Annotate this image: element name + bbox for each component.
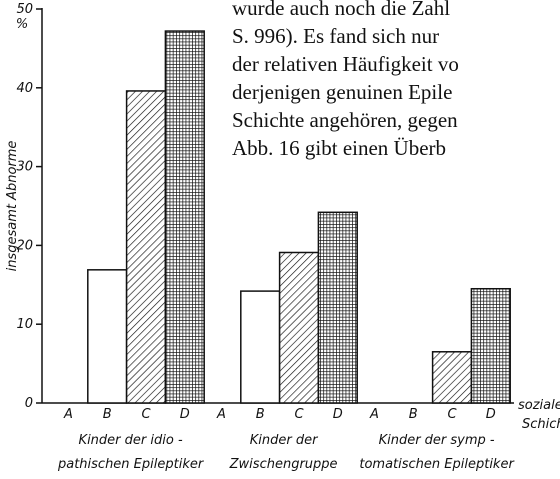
body-text: Schichte angehören, gegen	[232, 108, 458, 132]
body-text: derjenigen genuinen Epile	[232, 80, 452, 104]
body-text: der relativen Häufigkeit vo	[232, 52, 459, 76]
bar-letter: A	[63, 407, 73, 422]
body-text: S. 996). Es fand sich nur	[232, 24, 439, 48]
x-tick-label: tomatischen Epileptiker	[359, 457, 515, 472]
x-tick-label: Kinder der idio -	[79, 433, 183, 448]
x-tick-label: pathischen Epileptiker	[57, 457, 205, 472]
bar-letter: C	[447, 407, 457, 422]
bar-letter: D	[486, 407, 496, 422]
y-axis-label: insgesamt Abnorme	[5, 141, 20, 272]
y-unit: %	[16, 17, 28, 32]
bar	[87, 269, 128, 404]
bar-letter: B	[256, 407, 265, 422]
body-text: wurde auch noch die Zahl	[232, 0, 450, 20]
bar	[317, 211, 358, 404]
bar	[278, 251, 320, 404]
y-tick-label: 0	[25, 396, 33, 411]
bar	[431, 351, 473, 404]
body-text: Abb. 16 gibt einen Überb	[232, 136, 446, 160]
y-tick-label: 20	[16, 238, 33, 253]
bar-letter: A	[216, 407, 226, 422]
bar	[125, 90, 167, 404]
x-tick-label: Zwischengruppe	[229, 457, 338, 472]
y-tick-label: 10	[16, 317, 33, 332]
bar-letter: B	[409, 407, 418, 422]
x-axis-label: soziale	[518, 398, 560, 413]
x-tick-label: Kinder der symp -	[379, 433, 495, 448]
bar-letter: C	[141, 407, 151, 422]
bar-letter: C	[294, 407, 304, 422]
x-tick-label: Kinder der	[250, 433, 319, 448]
bar	[240, 290, 281, 404]
bar-letter: B	[103, 407, 112, 422]
bar	[470, 287, 511, 404]
bar-letter: A	[369, 407, 379, 422]
y-tick-label: 30	[16, 160, 33, 175]
x-axis-label: Schichte	[522, 417, 560, 432]
y-tick-label: 50	[16, 2, 33, 17]
y-tick-label: 40	[16, 81, 33, 96]
bar-letter: D	[333, 407, 343, 422]
bar-letter: D	[180, 407, 190, 422]
bar	[164, 30, 205, 404]
